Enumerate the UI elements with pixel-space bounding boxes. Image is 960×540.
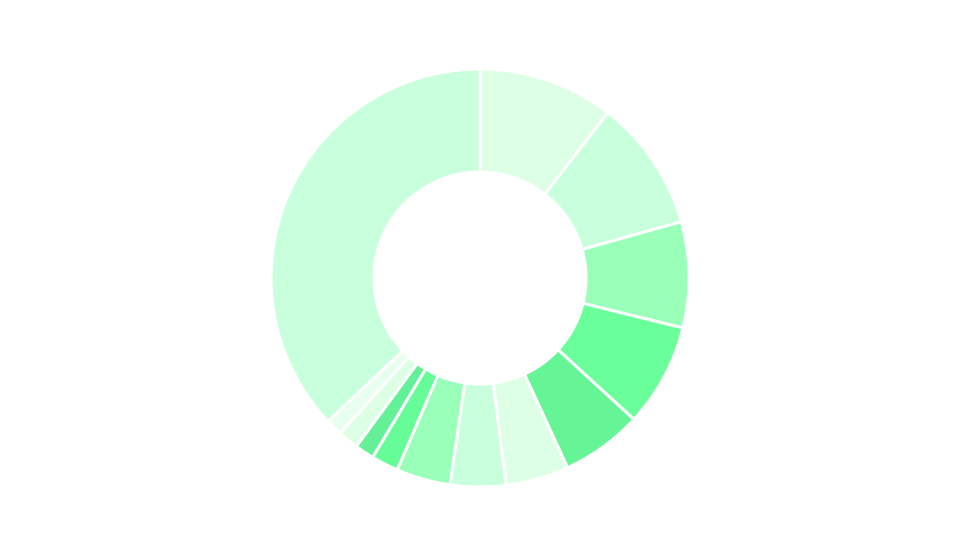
donut-slice-13[interactable] [269, 67, 482, 423]
donut-slices [269, 67, 691, 489]
